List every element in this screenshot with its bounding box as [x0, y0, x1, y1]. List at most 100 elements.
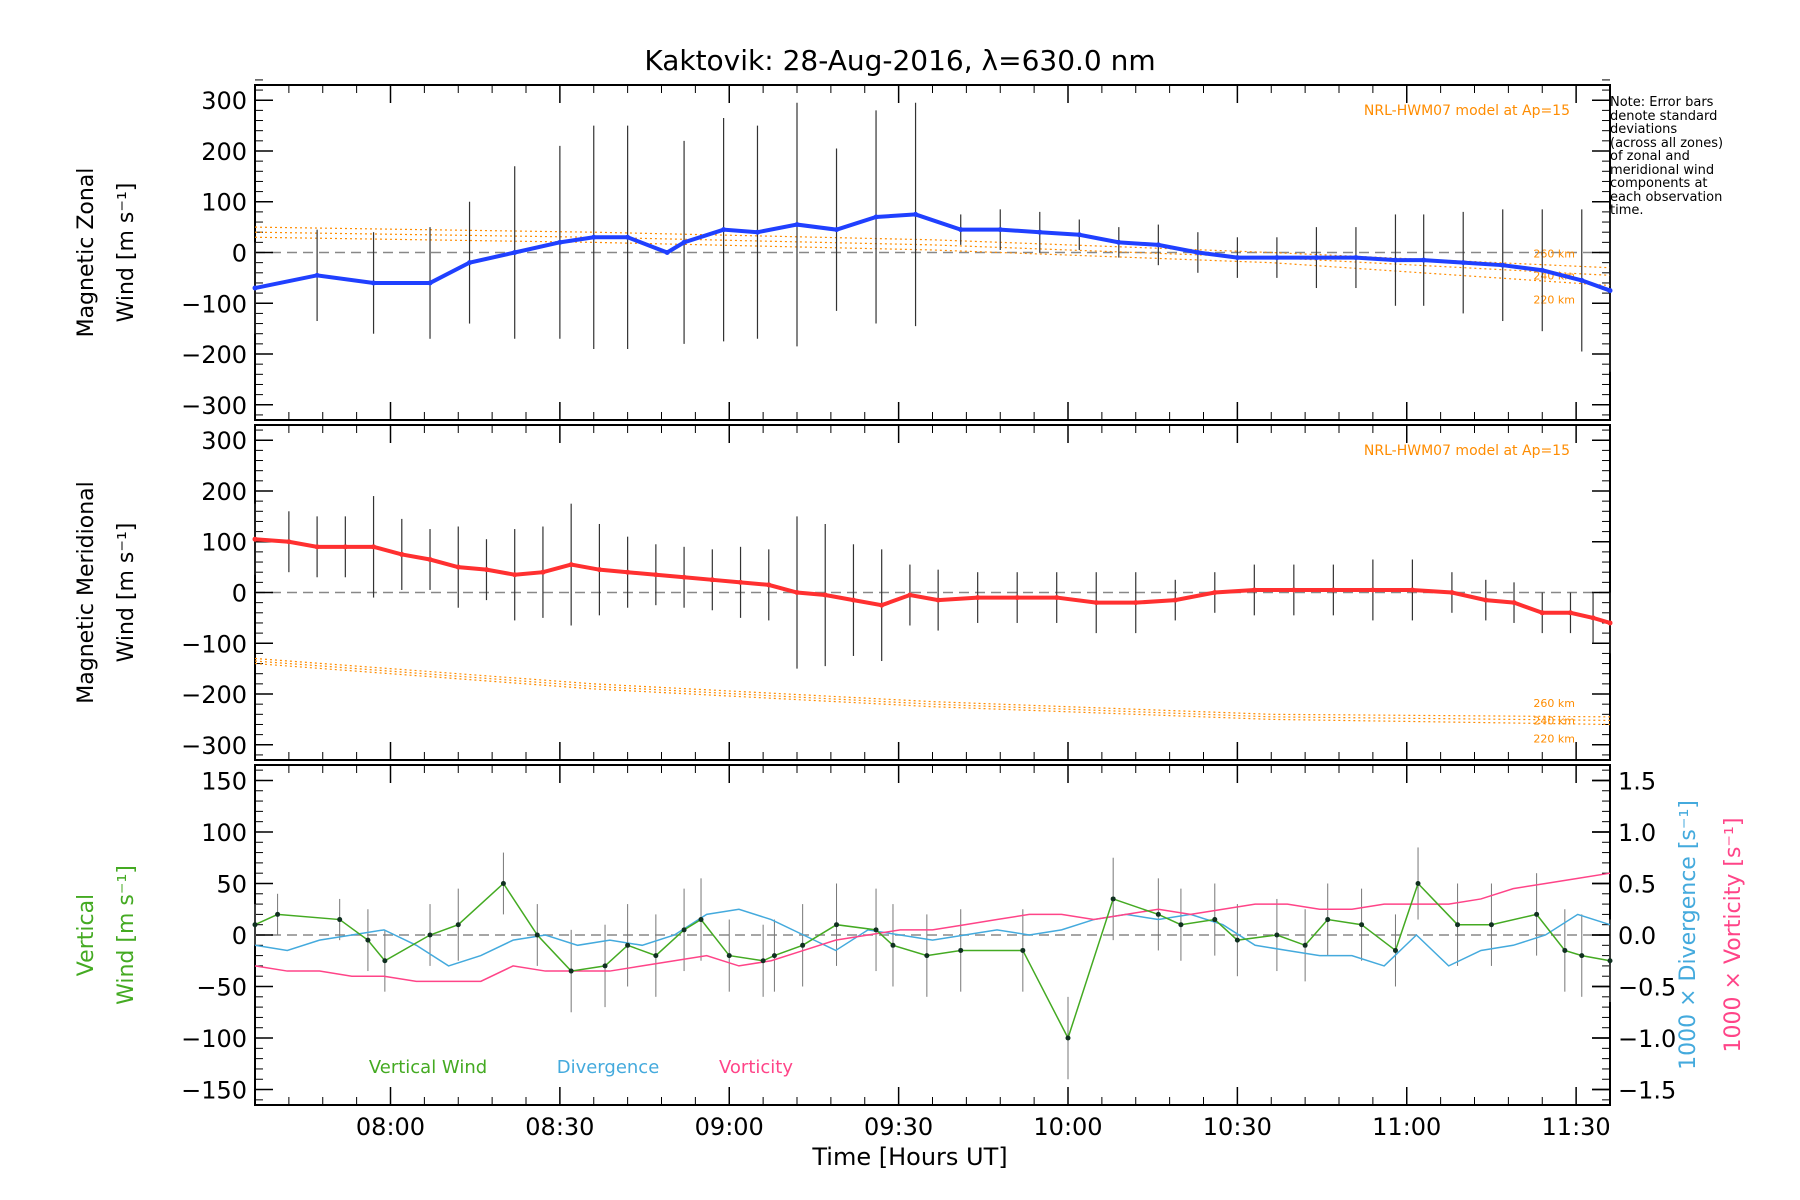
y2-tick-label: 0.5 — [1618, 870, 1656, 898]
vertical-wind-point — [1392, 947, 1398, 953]
meridional-wind-point — [1590, 615, 1596, 621]
panel-meridional: 300 200 100 0 −100 −200 −300 Magnetic Meridiona… — [74, 419, 1613, 761]
y-tick-label: 100 — [201, 529, 247, 557]
vertical-wind-point — [771, 953, 777, 959]
meridional-wind-point — [342, 544, 348, 550]
vertical-wind-point — [698, 917, 704, 923]
vertical-wind-point — [365, 937, 371, 943]
meridional-wind-point — [1370, 587, 1376, 593]
meridional-wind-point — [1054, 595, 1060, 601]
vertical-wind-point — [1607, 958, 1613, 964]
x-tick-label: 11:30 — [1542, 1113, 1611, 1141]
y2-tick-label: 1.5 — [1618, 767, 1656, 795]
y-tick-label: 100 — [201, 189, 247, 217]
zonal-wind-point — [1116, 239, 1122, 245]
y-tick-label: −200 — [181, 341, 247, 369]
vertical-wind-point — [1234, 937, 1240, 943]
y2-tick-label: −1.0 — [1618, 1025, 1676, 1053]
vertical-wind-point — [1488, 922, 1494, 928]
hwm-curve — [254, 226, 1611, 269]
meridional-wind-point — [1251, 587, 1257, 593]
vertical-wind-point — [382, 958, 388, 964]
zonal-wind-point — [314, 272, 320, 278]
meridional-wind-point — [1133, 600, 1139, 606]
hwm-curve — [254, 657, 1611, 718]
zonal-wind-point — [681, 239, 687, 245]
y-axis-label-2: Wind [m s⁻¹] — [114, 523, 139, 663]
meridional-wind-point — [1014, 595, 1020, 601]
vertical-wind-point — [455, 922, 461, 928]
hwm-altitude-label: 260 km — [1533, 697, 1575, 710]
y-tick-label: 200 — [201, 138, 247, 166]
meridional-wind-point — [1449, 590, 1455, 595]
vertical-wind-point — [602, 963, 608, 969]
meridional-wind-point — [252, 536, 258, 542]
hwm-curve — [254, 660, 1611, 722]
y-tick-label: −100 — [181, 1025, 247, 1053]
meridional-wind-point — [596, 567, 602, 573]
y-axis-label-1: Vertical — [74, 894, 99, 976]
x-tick-label: 09:00 — [695, 1113, 764, 1141]
meridional-wind-point — [1330, 587, 1336, 593]
hwm-label: NRL-HWM07 model at Ap=15 — [1364, 103, 1570, 119]
y2-label-vorticity: 1000 × Vorticity [s⁻¹] — [1721, 818, 1746, 1053]
vertical-wind-point — [873, 927, 879, 933]
vertical-wind-point — [1534, 911, 1540, 917]
meridional-wind-point — [286, 539, 292, 545]
meridional-wind-point — [1291, 587, 1297, 593]
vertical-wind-point — [1065, 1035, 1071, 1041]
meridional-wind-point — [681, 574, 687, 580]
zonal-wind-point — [557, 239, 563, 245]
y-axis-label-1: Magnetic Zonal — [74, 168, 99, 338]
x-tick-label: 08:00 — [356, 1113, 425, 1141]
zonal-wind-point — [1155, 242, 1161, 248]
zonal-wind-point — [754, 229, 760, 235]
zonal-wind-point — [958, 227, 964, 233]
zonal-wind-point — [721, 227, 727, 233]
y-tick-label: −300 — [181, 392, 247, 420]
y-axis-label-2: Wind [m s⁻¹] — [114, 865, 139, 1005]
hwm-curve — [254, 662, 1611, 726]
vertical-wind-point — [1415, 880, 1421, 886]
divergence-line — [254, 908, 1611, 967]
zonal-wind-point — [1460, 260, 1466, 266]
y-tick-label: 200 — [201, 478, 247, 506]
vertical-wind-point — [568, 968, 574, 974]
error-bar-note: Note: Error bars denote standard deviati… — [1610, 95, 1724, 218]
y-tick-label: −300 — [181, 732, 247, 760]
meridional-wind-point — [879, 602, 885, 608]
x-tick-label: 09:30 — [864, 1113, 933, 1141]
meridional-wind-line — [254, 537, 1611, 625]
zonal-wind-point — [664, 250, 670, 255]
y-tick-label: 100 — [201, 819, 247, 847]
meridional-wind-point — [1511, 600, 1517, 606]
meridional-wind-point — [399, 551, 405, 557]
meridional-wind-point — [794, 590, 800, 595]
vertical-wind-point — [1359, 922, 1365, 928]
hwm-altitude-label: 260 km — [1533, 248, 1575, 261]
meridional-wind-point — [1539, 610, 1545, 616]
meridional-wind-point — [766, 582, 772, 588]
vertical-wind-point — [653, 953, 659, 959]
vertical-wind-point — [1579, 953, 1585, 959]
vertical-wind-point — [800, 942, 806, 948]
meridional-wind-point — [1607, 620, 1613, 626]
meridional-wind-point — [1093, 600, 1099, 606]
hwm-curve — [254, 236, 1611, 287]
legend-item: Divergence — [557, 1057, 660, 1078]
meridional-wind-point — [975, 595, 981, 601]
vertical-wind-point — [924, 953, 930, 959]
zonal-wind-point — [834, 227, 840, 233]
vertical-wind-point — [1325, 917, 1331, 923]
y-tick-label: 0 — [232, 580, 247, 608]
meridional-wind-point — [1483, 597, 1489, 603]
vertical-wind-point — [890, 942, 896, 948]
meridional-wind-point — [455, 564, 461, 570]
meridional-wind-point — [427, 557, 433, 563]
zonal-wind-point — [467, 260, 473, 266]
zonal-wind-point — [1539, 267, 1545, 273]
panel-zonal: 300 200 100 0 −100 −200 −300 Magnetic Zonal Wind… — [74, 79, 1613, 421]
vertical-wind-point — [500, 880, 506, 886]
y2-label-divergence: 1000 × Divergence [s⁻¹] — [1676, 800, 1701, 1070]
